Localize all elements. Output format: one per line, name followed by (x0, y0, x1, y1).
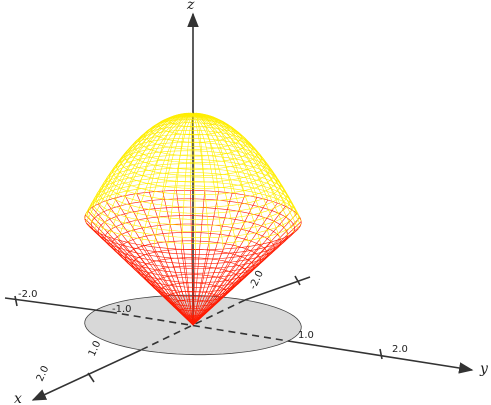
cap-meridian (192, 112, 219, 192)
cone-ring (172, 299, 214, 312)
y-tick-label: -1.0 (112, 304, 132, 315)
x-axis-neg (244, 276, 311, 301)
cap-ring (128, 133, 258, 170)
y-tick-label: 2.0 (392, 344, 408, 355)
y-tick-label: -2.0 (18, 289, 38, 300)
y-tick-label: 1.0 (298, 330, 314, 341)
cone-ring (165, 290, 221, 307)
cone-ring (91, 198, 295, 255)
y-axis-dashed (109, 311, 289, 342)
x-axis-pos (31, 349, 142, 401)
cap-ring (95, 172, 291, 226)
tick-mark (87, 372, 95, 383)
cone-ring (131, 249, 255, 283)
cap-ring (102, 163, 284, 214)
cone-ring (124, 240, 262, 279)
cap-ring (89, 181, 297, 238)
cap-ring (105, 159, 281, 208)
x-axis-label: x (14, 391, 22, 405)
z-axis-label: z (186, 0, 195, 13)
cap-ring (168, 113, 218, 128)
cone-ring (158, 282, 228, 302)
cone-ring (118, 232, 268, 274)
cap-ring (124, 137, 262, 177)
cap-ring (144, 122, 242, 150)
cap-meridian (91, 114, 194, 208)
cap-ring (120, 142, 266, 183)
cap-meridian (192, 114, 272, 242)
x-tick-label: 1.0 (87, 339, 104, 358)
cone-ring (185, 316, 201, 321)
y-axis-pos (287, 340, 474, 374)
cone-ring (97, 206, 289, 260)
cap-ring (116, 146, 270, 189)
tick-mark (14, 295, 18, 307)
cap-ring (158, 115, 228, 136)
y-axis-label: y (479, 361, 489, 377)
x-tick-label: 2.0 (35, 364, 52, 383)
cap-ring (112, 150, 274, 195)
tick-mark (294, 275, 301, 286)
cap-ring (133, 130, 253, 163)
cap-ring (150, 119, 236, 143)
x-axis-dashed (140, 299, 246, 351)
cap-ring (108, 154, 278, 202)
cap-ring (92, 176, 294, 232)
cone-ring (179, 307, 207, 316)
y-axis-neg (4, 297, 111, 313)
surface-mesh (84, 112, 302, 326)
cap-meridian (192, 114, 299, 230)
cone-ring (138, 257, 248, 288)
tick-mark (379, 348, 383, 360)
cap-ring (138, 126, 248, 157)
